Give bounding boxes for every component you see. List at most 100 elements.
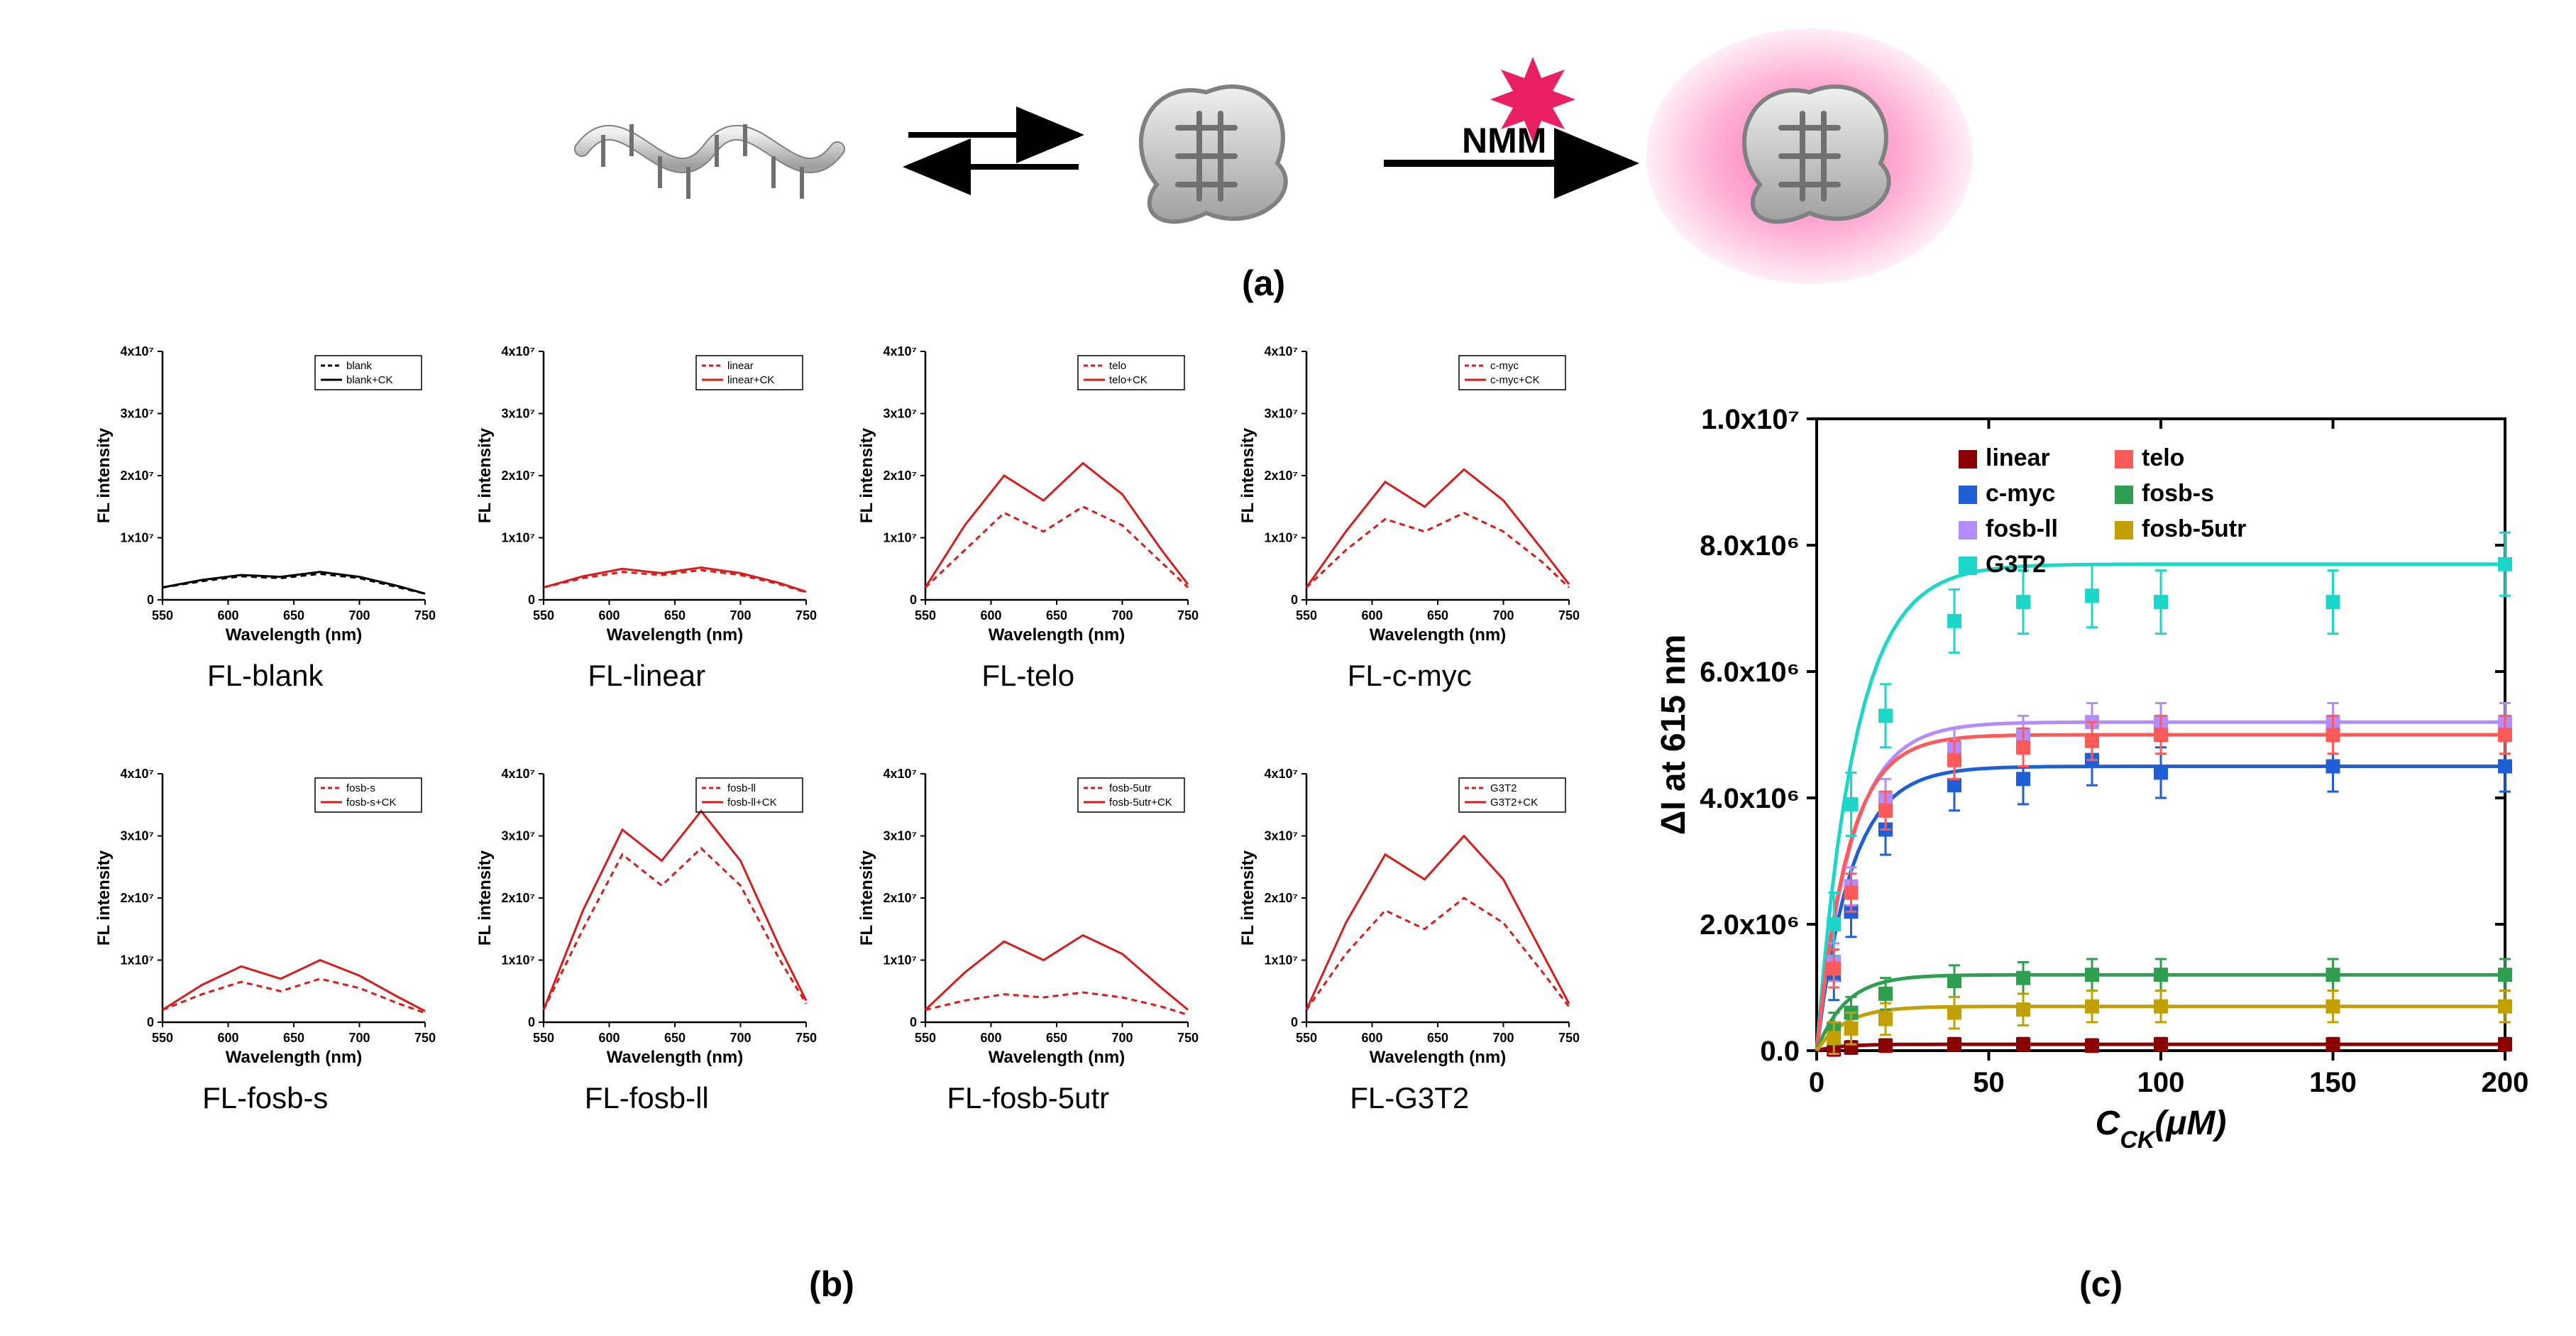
svg-text:550: 550: [152, 608, 173, 623]
svg-text:FL intensity: FL intensity: [858, 427, 876, 523]
svg-text:650: 650: [1046, 608, 1067, 623]
svg-text:Wavelength (nm): Wavelength (nm): [226, 1048, 362, 1067]
svg-text:0: 0: [1291, 1015, 1298, 1029]
svg-text:0: 0: [1809, 1067, 1824, 1098]
glowing-g4-icon: [1646, 28, 1973, 284]
svg-text:2x10⁷: 2x10⁷: [883, 469, 916, 483]
svg-text:600: 600: [980, 608, 1001, 623]
svg-text:fosb-ll+CK: fosb-ll+CK: [727, 796, 777, 809]
svg-text:0.0: 0.0: [1760, 1036, 1800, 1067]
svg-text:550: 550: [915, 608, 936, 623]
svg-text:600: 600: [980, 1031, 1001, 1045]
svg-text:750: 750: [1558, 608, 1580, 623]
svg-text:650: 650: [664, 608, 686, 623]
svg-text:750: 750: [796, 608, 817, 623]
svg-text:telo: telo: [2142, 444, 2184, 471]
svg-text:2x10⁷: 2x10⁷: [502, 891, 535, 905]
mini-chart-telo: 01x10⁷2x10⁷3x10⁷4x10⁷550600650700750Wave…: [848, 341, 1209, 756]
svg-text:FL intensity: FL intensity: [95, 427, 114, 523]
svg-text:4x10⁷: 4x10⁷: [502, 767, 535, 781]
mini-chart-fosbs: 01x10⁷2x10⁷3x10⁷4x10⁷550600650700750Wave…: [85, 763, 446, 1178]
svg-text:750: 750: [1177, 608, 1199, 623]
svg-text:FL intensity: FL intensity: [95, 850, 114, 946]
mini-caption-fosbs: FL-fosb-s: [202, 1081, 328, 1115]
svg-text:1x10⁷: 1x10⁷: [120, 531, 153, 545]
svg-text:4x10⁷: 4x10⁷: [1265, 344, 1298, 358]
svg-text:0: 0: [528, 593, 535, 607]
svg-text:700: 700: [348, 608, 370, 623]
svg-text:3x10⁷: 3x10⁷: [120, 829, 153, 843]
svg-text:600: 600: [599, 1031, 620, 1045]
schematic-svg: NMM: [539, 28, 2030, 256]
svg-text:1x10⁷: 1x10⁷: [120, 953, 153, 968]
svg-text:6.0x10⁶: 6.0x10⁶: [1700, 657, 1800, 688]
svg-text:1x10⁷: 1x10⁷: [883, 953, 916, 968]
svg-text:100: 100: [2137, 1067, 2185, 1098]
svg-text:650: 650: [283, 1031, 304, 1045]
svg-text:FL intensity: FL intensity: [1239, 427, 1257, 523]
svg-text:700: 700: [730, 608, 752, 623]
svg-text:ΔI at 615 nm: ΔI at 615 nm: [1655, 635, 1692, 836]
svg-text:Wavelength (nm): Wavelength (nm): [607, 625, 743, 645]
svg-text:600: 600: [217, 1031, 238, 1045]
panel-c-chart: 0.02.0x10⁶4.0x10⁶6.0x10⁶8.0x10⁶1.0x10⁷05…: [1653, 398, 2533, 1193]
mini-caption-telo: FL-telo: [981, 659, 1074, 693]
svg-text:4x10⁷: 4x10⁷: [120, 344, 153, 358]
svg-text:fosb-ll: fosb-ll: [727, 782, 756, 794]
svg-text:750: 750: [1177, 1031, 1199, 1045]
svg-text:c-myc: c-myc: [1986, 480, 2055, 507]
svg-text:650: 650: [1427, 608, 1448, 623]
svg-text:telo+CK: telo+CK: [1109, 374, 1147, 386]
svg-text:750: 750: [796, 1031, 817, 1045]
panel-c-label: (c): [2079, 1264, 2123, 1305]
svg-text:750: 750: [414, 608, 436, 623]
svg-text:Wavelength (nm): Wavelength (nm): [607, 1048, 743, 1067]
svg-text:Wavelength (nm): Wavelength (nm): [989, 1048, 1125, 1067]
svg-text:linear+CK: linear+CK: [727, 374, 774, 386]
svg-text:blank+CK: blank+CK: [346, 374, 392, 386]
svg-text:550: 550: [152, 1031, 173, 1045]
svg-text:Wavelength (nm): Wavelength (nm): [226, 625, 362, 645]
mini-caption-linear: FL-linear: [588, 659, 705, 693]
svg-text:0: 0: [528, 1015, 535, 1029]
svg-text:3x10⁷: 3x10⁷: [883, 407, 916, 421]
svg-text:600: 600: [1362, 1031, 1383, 1045]
svg-text:FL intensity: FL intensity: [476, 850, 495, 946]
svg-text:2x10⁷: 2x10⁷: [120, 891, 153, 905]
mini-chart-linear: 01x10⁷2x10⁷3x10⁷4x10⁷550600650700750Wave…: [467, 341, 827, 756]
svg-text:3x10⁷: 3x10⁷: [1265, 829, 1298, 843]
nmm-label: NMM: [1462, 121, 1546, 160]
mini-chart-blank: 01x10⁷2x10⁷3x10⁷4x10⁷550600650700750Wave…: [85, 341, 446, 756]
svg-text:150: 150: [2309, 1067, 2357, 1098]
folded-g4-icon: [1141, 87, 1286, 221]
svg-text:G3T2+CK: G3T2+CK: [1490, 796, 1538, 809]
svg-text:4x10⁷: 4x10⁷: [502, 344, 535, 358]
svg-text:200: 200: [2482, 1067, 2529, 1098]
svg-text:Wavelength (nm): Wavelength (nm): [1370, 625, 1506, 645]
svg-text:650: 650: [283, 608, 304, 623]
svg-text:600: 600: [1362, 608, 1383, 623]
svg-text:600: 600: [599, 608, 620, 623]
svg-text:2x10⁷: 2x10⁷: [120, 469, 153, 483]
svg-text:c-myc+CK: c-myc+CK: [1490, 374, 1540, 386]
panel-b-label: (b): [809, 1264, 854, 1305]
svg-text:1x10⁷: 1x10⁷: [502, 531, 535, 545]
svg-text:blank: blank: [346, 360, 372, 372]
mini-caption-fosb5utr: FL-fosb-5utr: [947, 1081, 1109, 1115]
svg-text:CCK(μM): CCK(μM): [2096, 1105, 2227, 1150]
svg-text:700: 700: [1111, 1031, 1133, 1045]
svg-text:0: 0: [910, 1015, 917, 1029]
mini-chart-fosb5utr: 01x10⁷2x10⁷3x10⁷4x10⁷550600650700750Wave…: [848, 763, 1209, 1178]
panel-c-svg: 0.02.0x10⁶4.0x10⁶6.0x10⁶8.0x10⁶1.0x10⁷05…: [1653, 398, 2533, 1150]
svg-text:1x10⁷: 1x10⁷: [1265, 531, 1298, 545]
svg-text:3x10⁷: 3x10⁷: [120, 407, 153, 421]
svg-text:fosb-ll: fosb-ll: [1986, 515, 2058, 542]
svg-text:fosb-5utr: fosb-5utr: [2142, 515, 2246, 542]
svg-text:1.0x10⁷: 1.0x10⁷: [1701, 404, 1800, 435]
svg-text:700: 700: [1493, 1031, 1514, 1045]
panel-a-schematic: NMM: [539, 28, 2030, 256]
mini-caption-cmyc: FL-c-myc: [1348, 659, 1472, 693]
svg-text:8.0x10⁶: 8.0x10⁶: [1700, 530, 1800, 562]
svg-text:3x10⁷: 3x10⁷: [883, 829, 916, 843]
svg-text:linear: linear: [1986, 444, 2050, 471]
